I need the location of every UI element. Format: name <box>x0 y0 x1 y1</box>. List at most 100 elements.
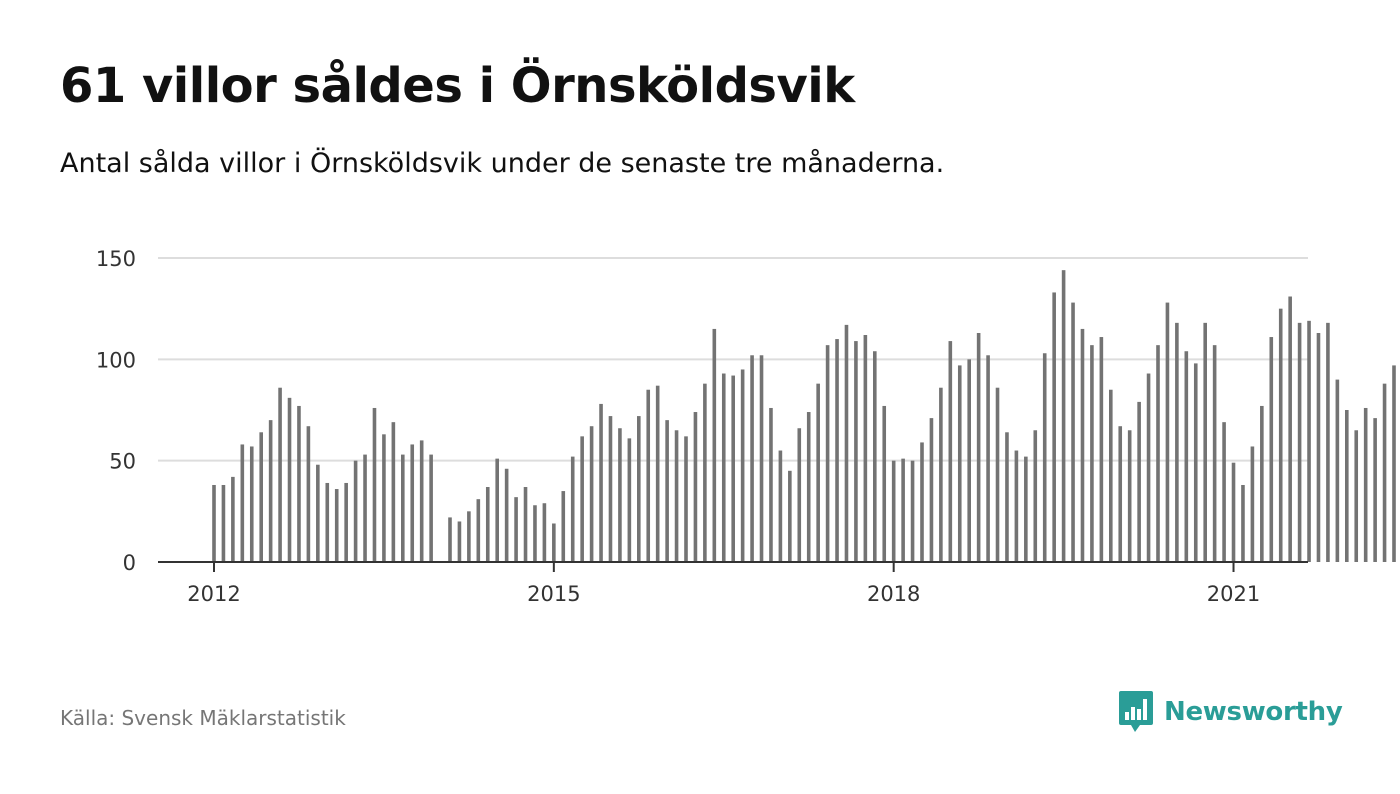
bar <box>891 460 896 562</box>
bar <box>910 460 915 562</box>
bar-chart-speech-bubble-icon <box>1119 691 1153 732</box>
bar <box>533 505 537 562</box>
bar <box>1212 345 1217 562</box>
bar <box>1146 373 1151 562</box>
bar <box>844 324 849 562</box>
bar <box>1137 401 1141 562</box>
bar <box>1156 345 1160 562</box>
bar <box>495 458 499 562</box>
brand-name: Newsworthy <box>1164 697 1343 727</box>
bar <box>212 484 216 562</box>
bar <box>1288 296 1292 562</box>
bar <box>372 407 377 562</box>
bar <box>259 432 263 562</box>
bar <box>948 341 953 562</box>
bar <box>1335 379 1340 562</box>
bar <box>1165 302 1170 562</box>
bar <box>788 470 792 562</box>
source-note: Källa: Svensk Mäklarstatistik <box>60 706 346 730</box>
bar <box>721 373 726 562</box>
bar <box>618 428 622 562</box>
bar <box>419 440 424 562</box>
bar <box>1118 426 1123 562</box>
bar <box>552 523 556 562</box>
bar <box>570 456 575 562</box>
bar <box>995 387 1000 562</box>
bar <box>986 355 990 562</box>
bar <box>353 460 358 562</box>
bar <box>485 487 490 562</box>
bar <box>1175 322 1179 562</box>
bar <box>854 341 858 562</box>
bar <box>504 468 509 562</box>
y-axis-ticks: 0 50 100 150 <box>96 247 136 575</box>
y-tick-label: 0 <box>123 551 136 575</box>
bar <box>316 464 320 562</box>
bar <box>693 412 698 562</box>
bar <box>1382 383 1387 562</box>
bar <box>599 403 603 562</box>
bar <box>797 428 802 562</box>
chart-subtitle: Antal sålda villor i Örnsköldsvik under … <box>60 148 945 179</box>
bar <box>957 365 962 562</box>
bar <box>1071 302 1075 562</box>
bar <box>1033 430 1038 562</box>
bar <box>939 387 943 562</box>
bar <box>1363 407 1368 562</box>
bar <box>1269 337 1274 562</box>
bar <box>401 454 405 562</box>
chart-title: 61 villor såldes i Örnsköldsvik <box>60 58 855 114</box>
y-tick-label: 50 <box>109 450 136 474</box>
bar <box>344 482 348 562</box>
bar <box>1184 351 1189 562</box>
bar <box>1231 462 1236 562</box>
bar <box>1109 389 1113 562</box>
bar <box>901 458 905 562</box>
bar <box>1193 363 1198 562</box>
bar <box>467 511 471 562</box>
bar <box>325 482 330 562</box>
bar <box>882 405 887 562</box>
bar <box>1042 353 1047 562</box>
bar <box>1354 430 1359 562</box>
bar <box>221 484 226 562</box>
bar <box>410 444 415 562</box>
bar <box>382 434 386 562</box>
bar <box>608 416 613 562</box>
bar <box>816 383 820 562</box>
bar <box>1316 332 1321 562</box>
x-tick-label: 2012 <box>187 582 240 606</box>
bar <box>1373 418 1377 562</box>
bar <box>1052 292 1056 562</box>
bar <box>1080 328 1085 562</box>
bar <box>920 442 924 562</box>
bar <box>391 422 396 562</box>
bar <box>674 430 679 562</box>
x-tick-label: 2021 <box>1207 582 1260 606</box>
x-axis: 20122015201820212023 <box>158 561 1308 606</box>
bar <box>297 405 301 562</box>
bar <box>1250 446 1255 562</box>
bar <box>646 389 651 562</box>
bar <box>523 487 528 562</box>
bar <box>1203 322 1207 562</box>
bar <box>863 335 868 562</box>
bar <box>580 436 584 562</box>
bar <box>769 407 773 562</box>
bar <box>542 503 547 562</box>
bar <box>1014 450 1019 562</box>
bar <box>1326 322 1330 562</box>
bar <box>665 420 669 562</box>
brand-logo[interactable]: Newsworthy <box>1118 690 1343 734</box>
bar <box>1024 456 1028 562</box>
bar <box>1260 405 1264 562</box>
bar <box>873 351 877 562</box>
bar <box>429 454 433 562</box>
bar <box>627 438 632 562</box>
x-tick-label: 2015 <box>527 582 580 606</box>
bars <box>212 270 1396 562</box>
bar <box>514 497 518 562</box>
bar <box>740 369 745 562</box>
bar <box>1090 345 1094 562</box>
